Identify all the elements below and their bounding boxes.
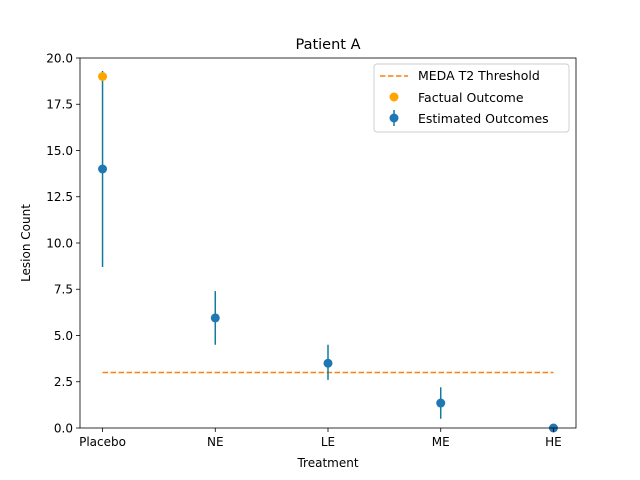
y-tick-label: 0.0 bbox=[54, 421, 73, 435]
y-axis-label: Lesion Count bbox=[19, 204, 33, 282]
y-tick-label: 5.0 bbox=[54, 329, 73, 343]
x-tick-label: ME bbox=[432, 435, 450, 449]
x-tick-label: NE bbox=[207, 435, 224, 449]
y-tick-label: 12.5 bbox=[46, 190, 73, 204]
legend-threshold-label: MEDA T2 Threshold bbox=[418, 68, 540, 83]
y-tick-label: 17.5 bbox=[46, 98, 73, 112]
y-tick-label: 7.5 bbox=[54, 283, 73, 297]
legend-factual-swatch bbox=[389, 92, 399, 102]
chart-title: Patient A bbox=[295, 37, 360, 53]
y-tick-label: 15.0 bbox=[46, 144, 73, 158]
estimated-point bbox=[323, 358, 333, 368]
x-tick-label: HE bbox=[545, 435, 562, 449]
y-axis: 0.0 2.5 5.0 7.5 10.0 12.5 15.0 17.5 20.0 bbox=[46, 51, 80, 435]
y-tick-label: 10.0 bbox=[46, 236, 73, 250]
y-tick-label: 2.5 bbox=[54, 375, 73, 389]
x-tick-label: Placebo bbox=[79, 435, 126, 449]
legend-estimated-label: Estimated Outcomes bbox=[418, 111, 549, 126]
factual-point bbox=[98, 72, 108, 81]
legend-estimated-swatch bbox=[389, 113, 399, 123]
estimated-point bbox=[436, 398, 446, 408]
x-axis: Placebo NE LE ME HE bbox=[79, 428, 562, 449]
estimated-point bbox=[98, 164, 108, 174]
x-tick-label: LE bbox=[321, 435, 335, 449]
y-tick-label: 20.0 bbox=[46, 51, 73, 65]
estimated-point bbox=[210, 313, 220, 323]
legend-factual-label: Factual Outcome bbox=[418, 90, 524, 105]
legend-box bbox=[373, 63, 570, 133]
marker-layer bbox=[98, 72, 558, 433]
x-axis-label: Treatment bbox=[296, 456, 358, 470]
legend: MEDA T2 Threshold Factual Outcome Estima… bbox=[373, 63, 570, 133]
